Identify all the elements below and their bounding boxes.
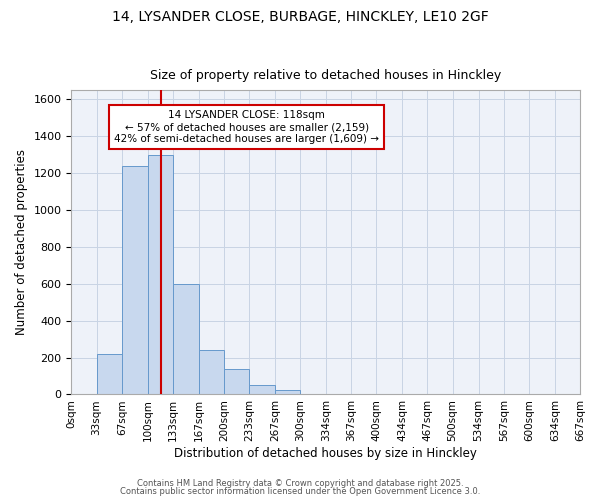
Bar	[148, 154, 173, 394]
Bar	[173, 284, 199, 395]
Text: Contains HM Land Registry data © Crown copyright and database right 2025.: Contains HM Land Registry data © Crown c…	[137, 478, 463, 488]
Y-axis label: Number of detached properties: Number of detached properties	[15, 150, 28, 336]
X-axis label: Distribution of detached houses by size in Hinckley: Distribution of detached houses by size …	[174, 447, 477, 460]
Bar	[199, 350, 224, 395]
Bar	[249, 385, 275, 394]
Bar	[97, 354, 122, 395]
Title: Size of property relative to detached houses in Hinckley: Size of property relative to detached ho…	[150, 69, 502, 82]
Text: Contains public sector information licensed under the Open Government Licence 3.: Contains public sector information licen…	[120, 487, 480, 496]
Text: 14, LYSANDER CLOSE, BURBAGE, HINCKLEY, LE10 2GF: 14, LYSANDER CLOSE, BURBAGE, HINCKLEY, L…	[112, 10, 488, 24]
Text: 14 LYSANDER CLOSE: 118sqm
← 57% of detached houses are smaller (2,159)
42% of se: 14 LYSANDER CLOSE: 118sqm ← 57% of detac…	[114, 110, 379, 144]
Bar	[275, 390, 300, 394]
Bar	[122, 166, 148, 394]
Bar	[224, 368, 249, 394]
